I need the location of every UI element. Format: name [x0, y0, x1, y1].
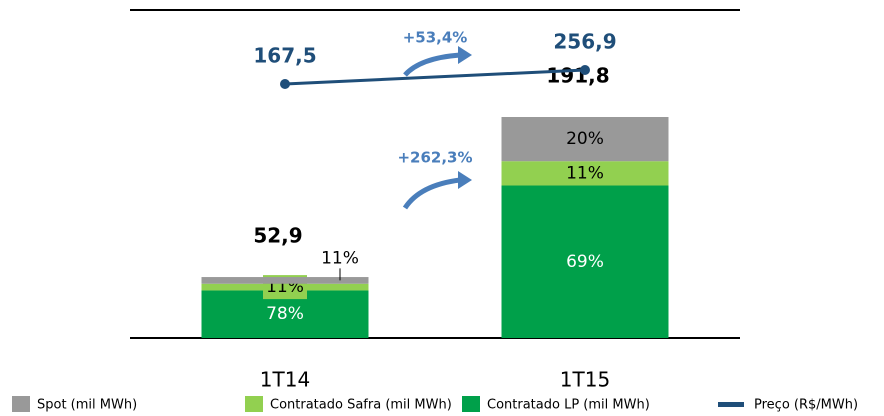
data-label: 69%: [566, 252, 604, 272]
legend-label: Contratado LP (mil MWh): [487, 398, 650, 413]
bar-segment: [201, 277, 369, 284]
legend-swatch: [718, 402, 744, 407]
x-tick-label: 1T14: [260, 368, 310, 392]
arrow: [403, 52, 461, 77]
total-label: 191,8: [546, 64, 609, 88]
price-point: [280, 79, 290, 89]
bar-segment: [501, 161, 669, 186]
price-point: [580, 65, 590, 75]
price-line: [284, 68, 586, 86]
x-tick-label: 1T15: [560, 368, 610, 392]
data-label: 78%: [266, 304, 304, 324]
legend-swatch: [462, 396, 480, 412]
bar-segment: [501, 117, 669, 162]
annotation: +53,4%: [403, 29, 468, 47]
legend-swatch: [12, 396, 30, 412]
data-label: 11%: [321, 248, 359, 268]
legend-swatch: [245, 396, 263, 412]
annotation: +262,3%: [397, 149, 472, 167]
legend-label: Spot (mil MWh): [37, 398, 137, 413]
legend-label: Contratado Safra (mil MWh): [270, 398, 452, 413]
legend-label: Preço (R$/MWh): [754, 398, 858, 413]
bar-segment: [501, 185, 669, 338]
price-label: 256,9: [553, 30, 616, 54]
arrow-head: [458, 46, 472, 64]
arrow-head: [458, 171, 472, 189]
total-label: 52,9: [253, 224, 302, 248]
arrow: [402, 177, 461, 210]
price-label: 167,5: [253, 44, 316, 68]
data-label: 11%: [566, 163, 604, 183]
data-label: 20%: [566, 129, 604, 149]
